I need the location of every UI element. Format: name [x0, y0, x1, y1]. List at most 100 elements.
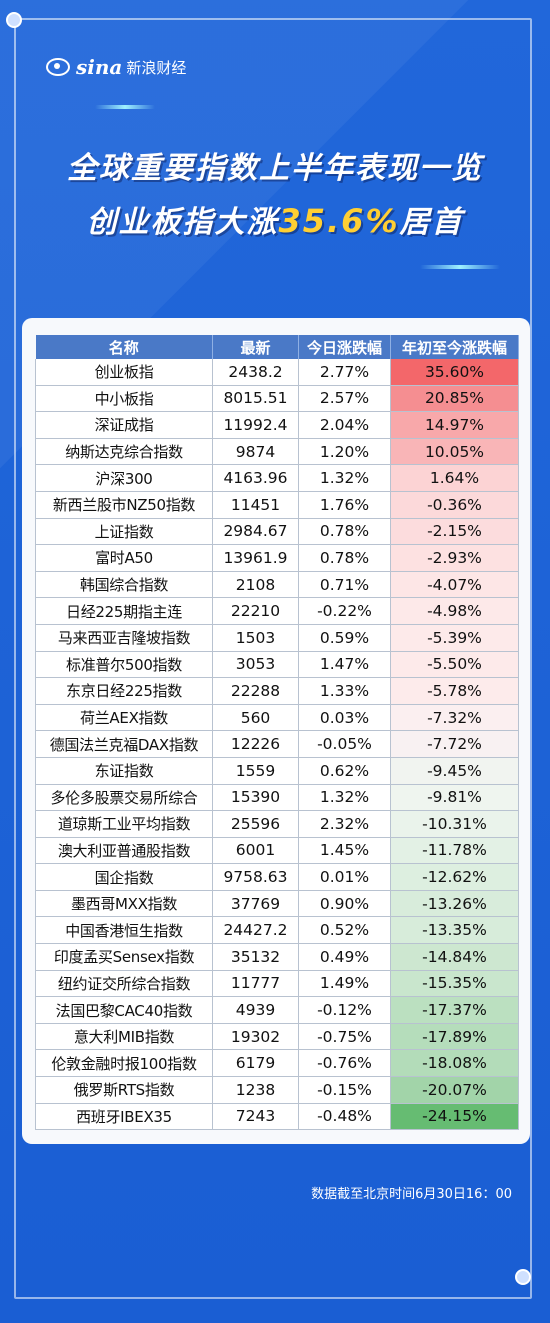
cell-today-change: 1.76% — [298, 491, 391, 519]
table-row: 马来西亚吉隆坡指数 1503 0.59% -5.39% — [35, 624, 519, 652]
table-row: 荷兰AEX指数 560 0.03% -7.32% — [35, 704, 519, 732]
cell-today-change: 1.45% — [298, 837, 391, 865]
table-body: 创业板指 2438.2 2.77% 35.60% 中小板指 8015.51 2.57% 20.… — [35, 359, 519, 1131]
cell-today-change: -0.12% — [298, 996, 391, 1024]
cell-today-change: -0.75% — [298, 1023, 391, 1051]
cell-ytd-change: -0.36% — [390, 491, 519, 519]
corner-dot — [515, 1269, 531, 1285]
cell-ytd-change: -2.93% — [390, 544, 519, 572]
cell-today-change: 1.20% — [298, 438, 391, 466]
table-row: 中国香港恒生指数 24427.2 0.52% -13.35% — [35, 916, 519, 945]
cell-latest: 2108 — [212, 571, 299, 599]
table-row: 伦敦金融时报100指数 6179 -0.76% -18.08% — [35, 1049, 519, 1078]
table-row: 国企指数 9758.63 0.01% -12.62% — [35, 863, 519, 891]
cell-name: 俄罗斯RTS指数 — [35, 1076, 213, 1104]
cell-latest: 24427.2 — [212, 916, 299, 945]
cell-latest: 11992.4 — [212, 411, 299, 439]
cell-name: 道琼斯工业平均指数 — [35, 810, 213, 838]
cell-today-change: 2.57% — [298, 385, 391, 413]
table-row: 富时A50 13961.9 0.78% -2.93% — [35, 544, 519, 572]
cell-today-change: 2.32% — [298, 810, 391, 838]
cell-today-change: 0.78% — [298, 518, 391, 546]
cell-ytd-change: 35.60% — [390, 359, 519, 386]
cell-today-change: -0.48% — [298, 1103, 391, 1131]
cell-latest: 22210 — [212, 597, 299, 625]
cell-latest: 2438.2 — [212, 359, 299, 386]
decor-glow — [420, 265, 500, 269]
cell-ytd-change: -5.78% — [390, 677, 519, 705]
cell-name: 日经225期指主连 — [35, 597, 213, 625]
cell-latest: 37769 — [212, 890, 299, 918]
header-ytd-change: 年初至今涨跌幅 — [390, 335, 519, 359]
cell-ytd-change: -12.62% — [390, 863, 519, 891]
cell-name: 荷兰AEX指数 — [35, 704, 213, 732]
frame-outline — [14, 18, 532, 1299]
table-row: 德国法兰克福DAX指数 12226 -0.05% -7.72% — [35, 730, 519, 758]
subtitle-suffix: 居首 — [399, 205, 464, 240]
cell-name: 富时A50 — [35, 544, 213, 572]
cell-today-change: 1.32% — [298, 464, 391, 492]
cell-latest: 22288 — [212, 677, 299, 705]
cell-name: 德国法兰克福DAX指数 — [35, 730, 213, 758]
cell-latest: 35132 — [212, 943, 299, 971]
table-row: 新西兰股市NZ50指数 11451 1.76% -0.36% — [35, 491, 519, 519]
cell-ytd-change: -4.07% — [390, 571, 519, 599]
cell-ytd-change: -7.72% — [390, 730, 519, 758]
table-row: 西班牙IBEX35 7243 -0.48% -24.15% — [35, 1103, 519, 1131]
cell-name: 标准普尔500指数 — [35, 651, 213, 679]
cell-latest: 560 — [212, 704, 299, 732]
cell-today-change: 0.59% — [298, 624, 391, 652]
cell-latest: 1503 — [212, 624, 299, 652]
sina-eye-icon — [46, 58, 70, 76]
table-row: 俄罗斯RTS指数 1238 -0.15% -20.07% — [35, 1076, 519, 1104]
cell-name: 印度孟买Sensex指数 — [35, 943, 213, 971]
cell-name: 新西兰股市NZ50指数 — [35, 491, 213, 519]
cell-latest: 9758.63 — [212, 863, 299, 891]
table-row: 纳斯达克综合指数 9874 1.20% 10.05% — [35, 438, 519, 466]
cell-ytd-change: -13.35% — [390, 916, 519, 945]
cell-today-change: 2.04% — [298, 411, 391, 439]
cell-name: 意大利MIB指数 — [35, 1023, 213, 1051]
table-row: 沪深300 4163.96 1.32% 1.64% — [35, 464, 519, 492]
cell-name: 纽约证交所综合指数 — [35, 970, 213, 998]
cell-today-change: 2.77% — [298, 359, 391, 386]
cell-name: 深证成指 — [35, 411, 213, 439]
cell-latest: 11451 — [212, 491, 299, 519]
cell-ytd-change: 20.85% — [390, 385, 519, 413]
page-subtitle: 创业板指大涨35.6%居首 — [0, 197, 550, 241]
cell-latest: 6001 — [212, 837, 299, 865]
table-row: 法国巴黎CAC40指数 4939 -0.12% -17.37% — [35, 996, 519, 1024]
cell-ytd-change: -10.31% — [390, 810, 519, 838]
cell-latest: 7243 — [212, 1103, 299, 1131]
cell-today-change: -0.05% — [298, 730, 391, 758]
cell-today-change: 0.90% — [298, 890, 391, 918]
subtitle-prefix: 创业板指大涨 — [86, 205, 279, 240]
cell-name: 多伦多股票交易所综合 — [35, 784, 213, 812]
cell-ytd-change: -9.81% — [390, 784, 519, 812]
cell-today-change: -0.22% — [298, 597, 391, 625]
cell-ytd-change: -11.78% — [390, 837, 519, 865]
cell-name: 沪深300 — [35, 464, 213, 492]
cell-name: 中国香港恒生指数 — [35, 916, 213, 945]
corner-dot — [6, 12, 22, 28]
cell-today-change: 0.62% — [298, 757, 391, 785]
table-row: 意大利MIB指数 19302 -0.75% -17.89% — [35, 1023, 519, 1051]
index-table: 名称 最新 今日涨跌幅 年初至今涨跌幅 创业板指 2438.2 2.77% 35.60… — [35, 335, 519, 1131]
cell-ytd-change: -20.07% — [390, 1076, 519, 1104]
cell-ytd-change: -9.45% — [390, 757, 519, 785]
table-header-row: 名称 最新 今日涨跌幅 年初至今涨跌幅 — [35, 335, 519, 359]
cell-latest: 11777 — [212, 970, 299, 998]
table-row: 东证指数 1559 0.62% -9.45% — [35, 757, 519, 785]
cell-ytd-change: -17.37% — [390, 996, 519, 1024]
cell-today-change: 0.78% — [298, 544, 391, 572]
page-title: 全球重要指数上半年表现一览 — [67, 151, 483, 186]
cell-ytd-change: -5.50% — [390, 651, 519, 679]
cell-today-change: -0.15% — [298, 1076, 391, 1104]
header-name: 名称 — [35, 335, 213, 359]
cell-ytd-change: -5.39% — [390, 624, 519, 652]
cell-name: 西班牙IBEX35 — [35, 1103, 213, 1131]
cell-name: 纳斯达克综合指数 — [35, 438, 213, 466]
cell-name: 创业板指 — [35, 359, 213, 386]
cell-latest: 2984.67 — [212, 518, 299, 546]
cell-name: 上证指数 — [35, 518, 213, 546]
